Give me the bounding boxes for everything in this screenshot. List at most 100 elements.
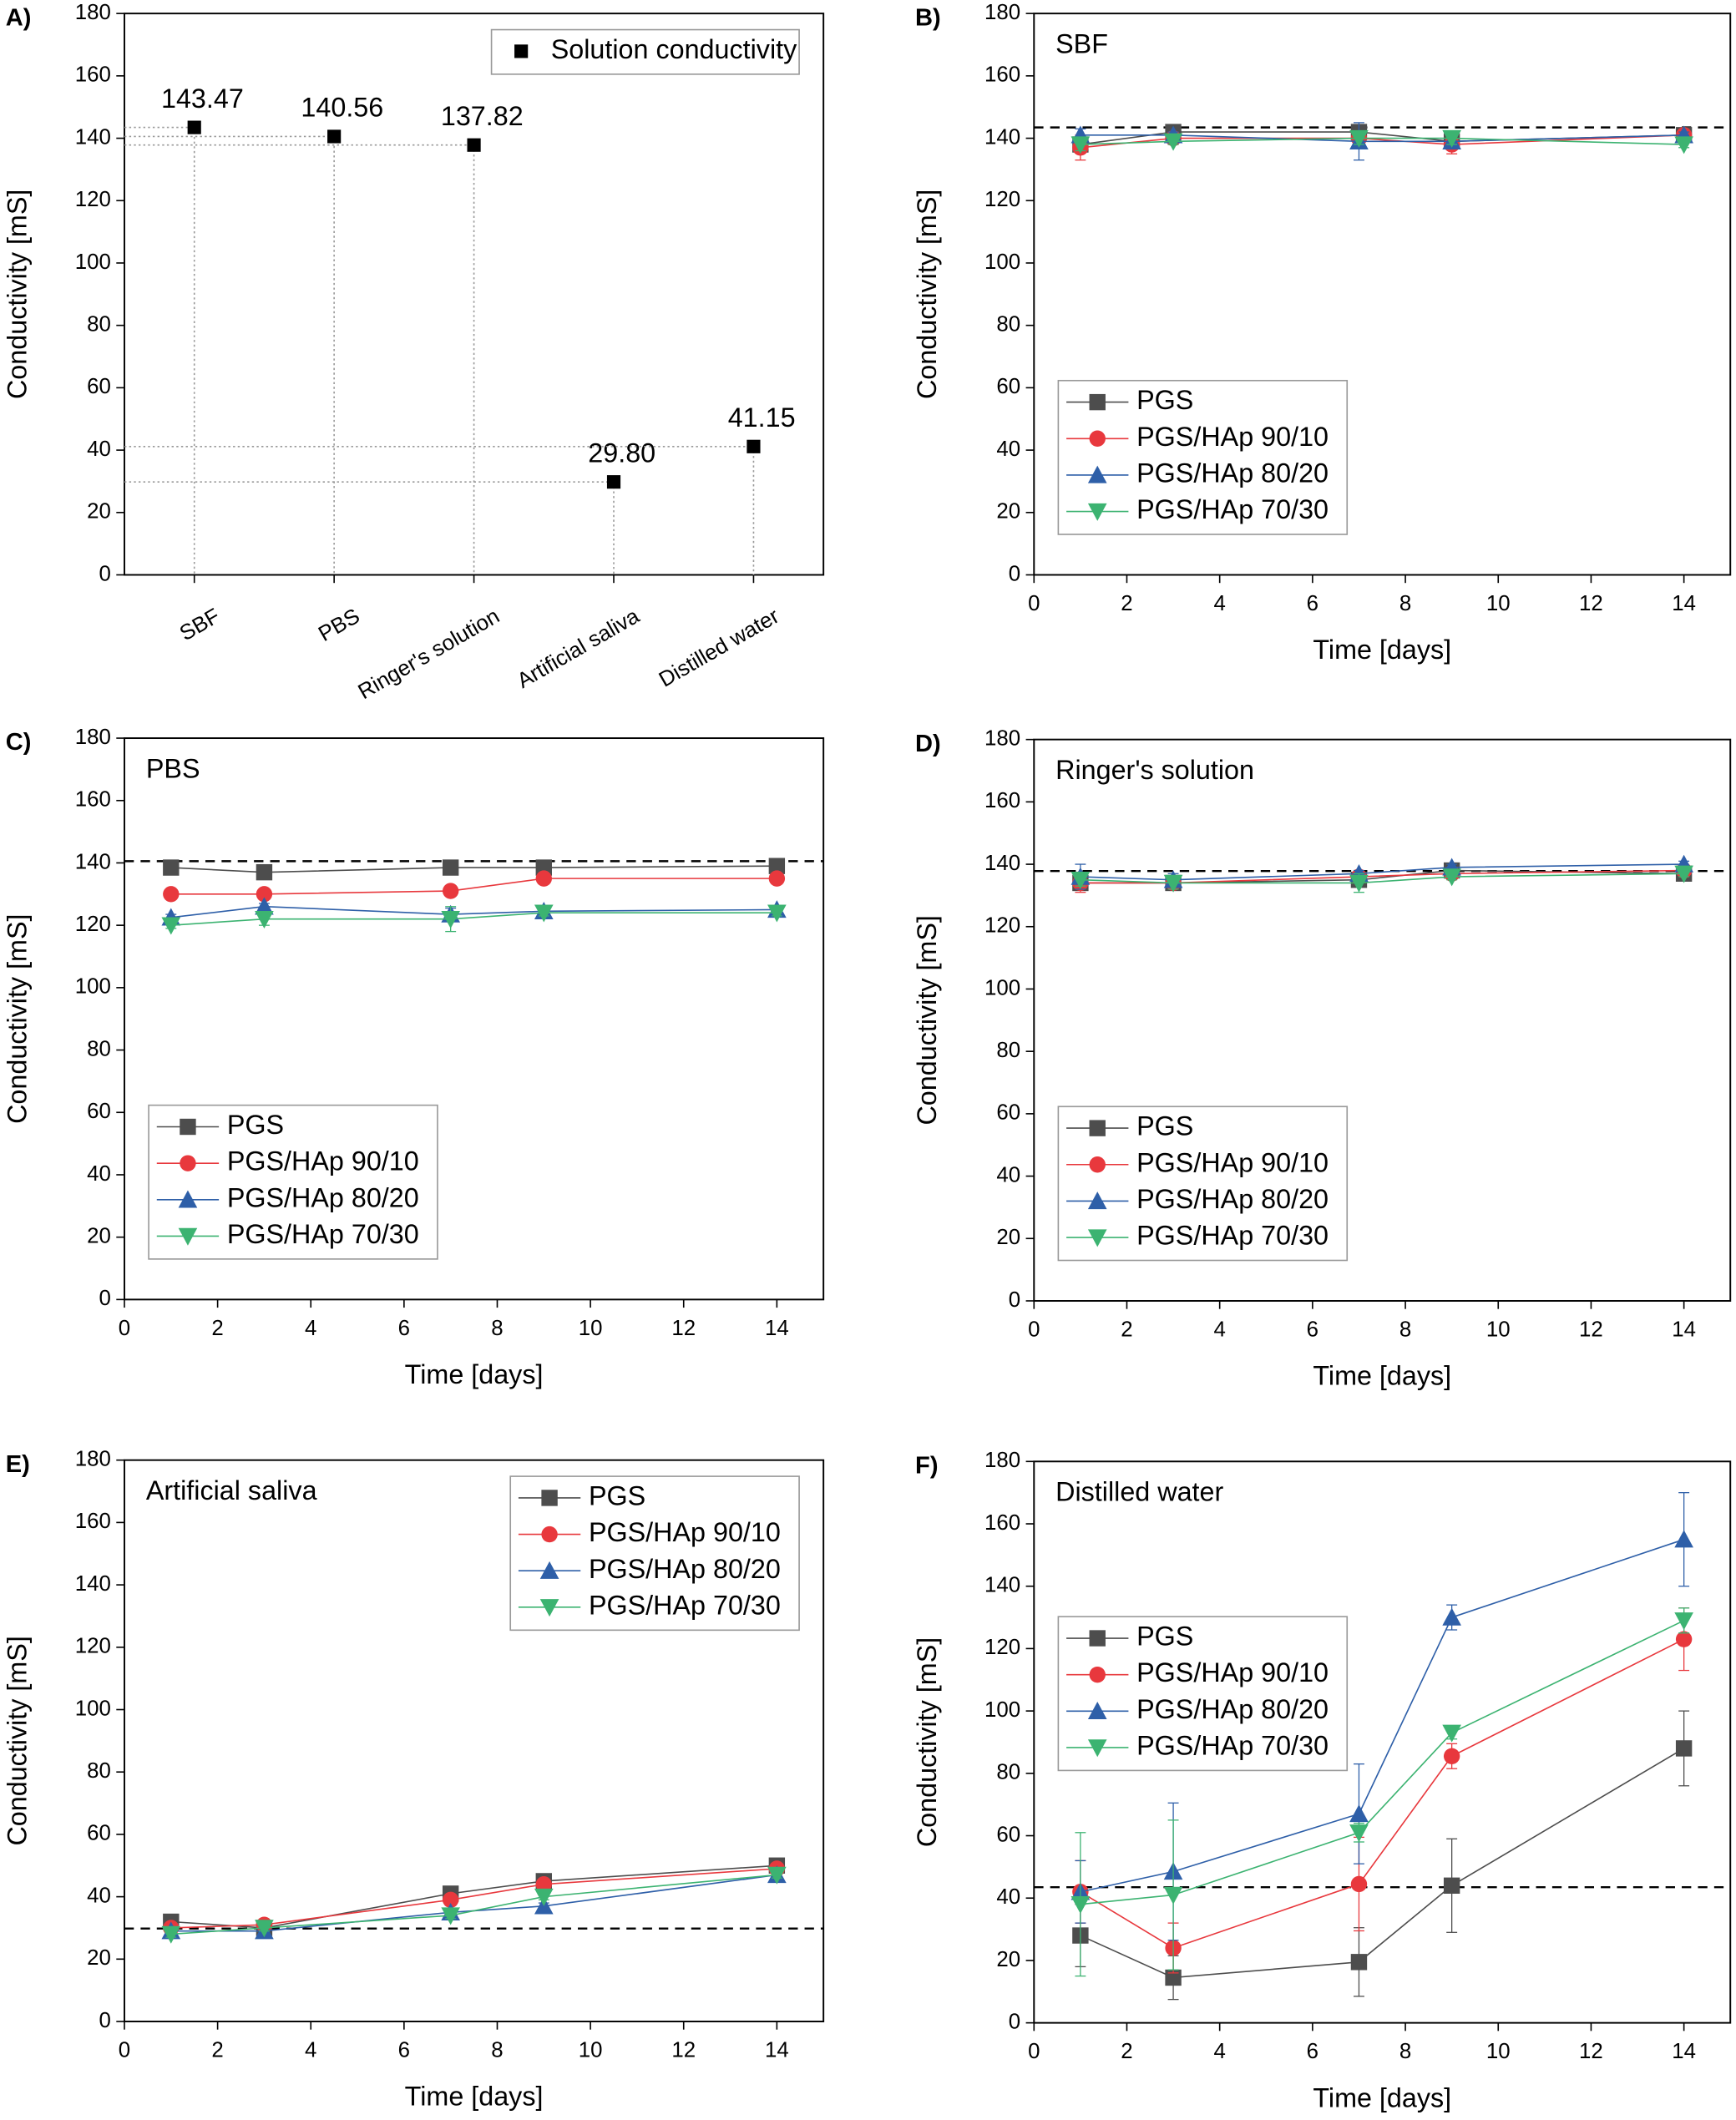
x-tick-label: 12 bbox=[1579, 2040, 1603, 2063]
y-tick-label: 80 bbox=[996, 313, 1020, 336]
value-label: 41.15 bbox=[728, 402, 796, 433]
plot-frame bbox=[1033, 738, 1732, 1302]
legend-label: PGS/HAp 90/10 bbox=[1136, 1657, 1329, 1687]
x-axis-title: Time [days] bbox=[1313, 635, 1451, 665]
x-tick-label: 0 bbox=[1028, 1318, 1040, 1341]
y-tick-label: 180 bbox=[984, 1, 1020, 24]
legend-label: PGS/HAp 90/10 bbox=[227, 1146, 419, 1176]
legend-box bbox=[148, 1104, 438, 1260]
y-axis-title: Conductivity [mS] bbox=[2, 190, 32, 399]
y-tick-label: 20 bbox=[996, 1226, 1020, 1249]
marker bbox=[161, 1925, 181, 1944]
y-axis-title: Conductivity [mS] bbox=[912, 190, 942, 399]
marker bbox=[1087, 465, 1107, 483]
marker bbox=[541, 1490, 558, 1506]
marker bbox=[1089, 1156, 1106, 1173]
x-tick-label: 12 bbox=[671, 2038, 696, 2062]
marker bbox=[1442, 1607, 1461, 1626]
marker bbox=[178, 1227, 198, 1246]
y-tick-label: 180 bbox=[984, 726, 1020, 750]
marker bbox=[178, 1190, 198, 1208]
y-tick-label: 60 bbox=[87, 375, 111, 398]
y-tick-label: 80 bbox=[87, 313, 111, 336]
marker bbox=[256, 863, 273, 881]
y-tick-label: 100 bbox=[75, 250, 111, 274]
y-tick-label: 40 bbox=[996, 1885, 1020, 1909]
y-tick-label: 120 bbox=[75, 913, 111, 936]
plot-frame bbox=[1033, 1460, 1732, 2024]
legend-label: PGS/HAp 80/20 bbox=[1136, 458, 1329, 488]
marker bbox=[1349, 1824, 1369, 1843]
y-tick-label: 0 bbox=[99, 1287, 110, 1310]
y-tick-label: 160 bbox=[75, 788, 111, 812]
marker bbox=[442, 883, 459, 899]
x-tick-label: 14 bbox=[1672, 592, 1696, 615]
legend-label: PGS/HAp 70/30 bbox=[589, 1590, 781, 1620]
marker bbox=[514, 44, 529, 58]
x-tick-label: 6 bbox=[1307, 1318, 1318, 1341]
x-tick-label: 10 bbox=[1486, 1318, 1511, 1341]
value-label: 29.80 bbox=[588, 438, 655, 468]
y-tick-label: 160 bbox=[75, 63, 111, 87]
y-axis-title: Conductivity [mS] bbox=[2, 1636, 32, 1845]
marker bbox=[1089, 393, 1106, 411]
x-tick-label: 4 bbox=[1213, 1318, 1225, 1341]
panel-label: C) bbox=[6, 729, 32, 756]
x-tick-label: 14 bbox=[765, 1317, 789, 1340]
marker bbox=[187, 120, 201, 134]
marker bbox=[1442, 868, 1461, 887]
x-tick-label: 2 bbox=[1121, 592, 1132, 615]
x-axis-title: Time [days] bbox=[1313, 1361, 1451, 1391]
legend-label: PGS/HAp 90/10 bbox=[589, 1517, 781, 1547]
y-tick-label: 140 bbox=[75, 125, 111, 149]
marker bbox=[767, 904, 787, 923]
x-tick-label: 10 bbox=[1486, 2040, 1511, 2063]
legend-box bbox=[1057, 1106, 1349, 1262]
marker bbox=[1163, 133, 1183, 151]
y-tick-label: 20 bbox=[87, 500, 111, 524]
marker bbox=[1070, 1896, 1091, 1915]
y-tick-label: 180 bbox=[75, 1448, 111, 1471]
x-tick-label: 4 bbox=[1213, 592, 1225, 615]
legend-label: PGS/HAp 80/20 bbox=[1136, 1184, 1329, 1214]
marker bbox=[1070, 136, 1091, 154]
value-label: 137.82 bbox=[441, 101, 524, 131]
x-tick-label: 4 bbox=[1213, 2040, 1225, 2063]
marker bbox=[1349, 129, 1369, 148]
y-tick-label: 60 bbox=[996, 1823, 1020, 1846]
marker bbox=[327, 129, 342, 144]
marker bbox=[534, 904, 554, 923]
x-tick-label: 12 bbox=[671, 1317, 696, 1340]
x-tick-label: 6 bbox=[1307, 592, 1318, 615]
x-tick-label: 14 bbox=[765, 2038, 789, 2062]
value-label: 143.47 bbox=[161, 83, 244, 114]
marker bbox=[1350, 1954, 1368, 1971]
panel-annotation: Ringer's solution bbox=[1055, 755, 1254, 785]
x-tick-label: 12 bbox=[1579, 1318, 1603, 1341]
marker bbox=[467, 138, 481, 152]
marker bbox=[180, 1155, 196, 1171]
y-tick-label: 120 bbox=[984, 188, 1020, 211]
marker bbox=[163, 859, 180, 876]
x-tick-label: 8 bbox=[491, 2038, 503, 2062]
legend-label: PGS/HAp 70/30 bbox=[227, 1219, 419, 1249]
marker bbox=[442, 859, 459, 876]
y-tick-label: 140 bbox=[984, 125, 1020, 149]
y-tick-label: 40 bbox=[996, 1163, 1020, 1186]
marker bbox=[768, 870, 786, 887]
marker bbox=[767, 1866, 787, 1885]
marker bbox=[1349, 874, 1369, 893]
x-tick-label: 8 bbox=[491, 1317, 503, 1340]
panel-annotation: Artificial saliva bbox=[146, 1475, 317, 1505]
panel-label: A) bbox=[6, 4, 32, 31]
x-tick-label: 12 bbox=[1579, 592, 1603, 615]
x-tick-label: 0 bbox=[119, 2038, 130, 2062]
y-tick-label: 120 bbox=[984, 914, 1020, 938]
marker bbox=[606, 475, 621, 489]
y-tick-label: 80 bbox=[87, 1037, 111, 1060]
x-axis-title: Time [days] bbox=[1313, 2082, 1451, 2112]
y-tick-label: 140 bbox=[984, 1574, 1020, 1597]
x-tick-label: 14 bbox=[1672, 1318, 1696, 1341]
marker bbox=[1443, 1748, 1460, 1764]
